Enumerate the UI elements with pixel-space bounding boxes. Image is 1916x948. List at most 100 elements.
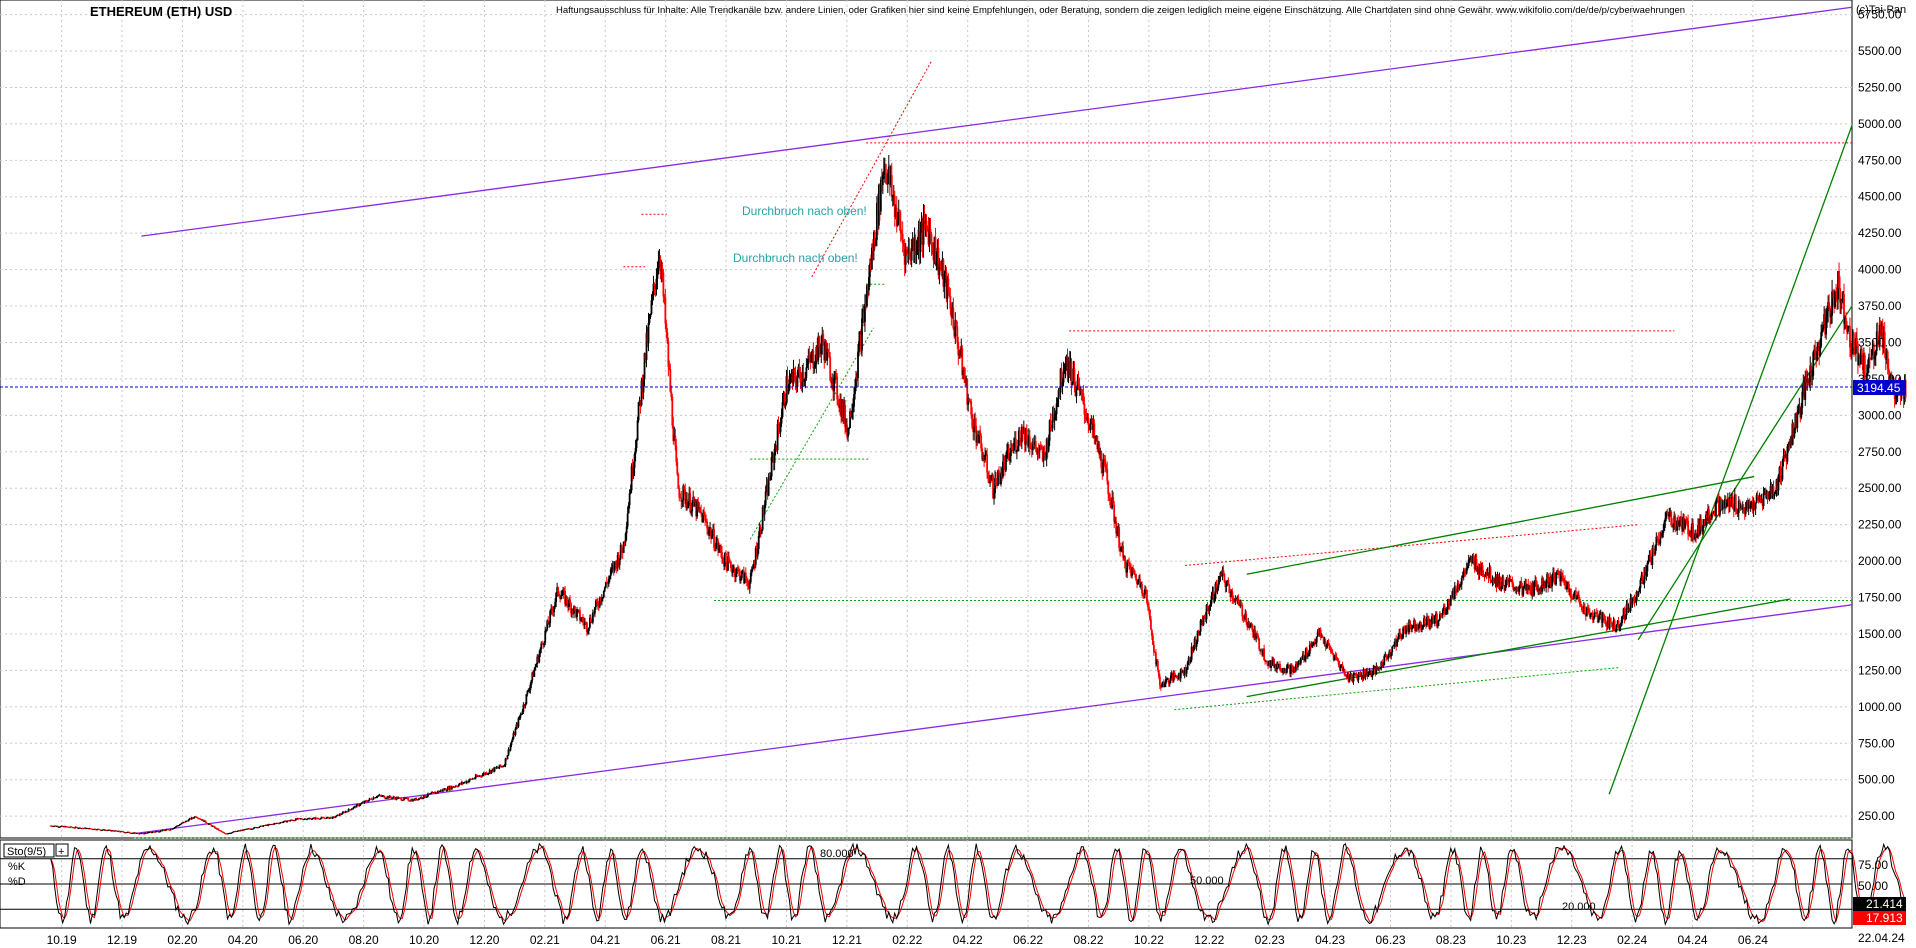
candle-body [997, 470, 999, 486]
candle-body [275, 823, 278, 825]
candle-body [944, 271, 947, 274]
candle-body [1860, 349, 1863, 356]
candle-body [515, 724, 518, 729]
candle-body [1749, 505, 1752, 509]
candle-body [752, 563, 755, 569]
candle-body [1504, 585, 1507, 591]
candle-body [902, 243, 905, 247]
candle-body [124, 832, 127, 834]
candle-body [1174, 675, 1177, 677]
candle-body [1548, 585, 1551, 588]
candle-body [635, 440, 638, 449]
candle-body [1076, 380, 1079, 390]
candle-body [534, 666, 537, 670]
candle-body [1273, 659, 1275, 668]
candle-body [1572, 598, 1574, 600]
candle-body [1823, 314, 1826, 329]
candle-body [1599, 612, 1602, 614]
candle-body [152, 831, 154, 833]
candle-body [342, 811, 345, 813]
candle-body [1609, 617, 1612, 623]
candle-body [1104, 459, 1107, 466]
candle-body [928, 228, 931, 245]
candle-body [341, 812, 344, 814]
candle-body [943, 273, 946, 287]
candle-body [1344, 675, 1347, 677]
candle-body [295, 818, 297, 821]
candle-body [154, 831, 156, 833]
k-value-badge [1853, 897, 1906, 911]
candle-body [922, 215, 925, 245]
candle-body [851, 410, 853, 418]
candle-body [703, 512, 706, 516]
y-tick-label: 5250.00 [1858, 80, 1902, 94]
candle-body [1202, 617, 1205, 625]
candle-body [784, 403, 787, 406]
candle-body [410, 799, 413, 801]
expand-button[interactable] [55, 843, 69, 857]
candle-body [1046, 439, 1049, 452]
candle-body [1154, 652, 1157, 665]
candle-body [1815, 356, 1818, 361]
candle-body [1462, 570, 1465, 576]
candle-body [347, 808, 350, 812]
candle-body [803, 379, 806, 383]
candle-body [966, 378, 969, 405]
candle-body [189, 818, 192, 820]
candle-body [1007, 447, 1009, 451]
candle-body [1590, 612, 1593, 615]
candle-body [1510, 579, 1513, 581]
candle-body [1766, 492, 1769, 497]
candle-body [159, 831, 161, 833]
candle-body [375, 796, 378, 798]
candle-body [1157, 670, 1160, 677]
candle-body [542, 643, 545, 646]
y-tick-label: 3000.00 [1858, 408, 1902, 422]
candle-body [1133, 569, 1135, 574]
candle-body [60, 825, 63, 827]
candle-body [634, 448, 637, 455]
candle-body [444, 788, 446, 791]
candle-body [919, 231, 922, 252]
stochastic-label-box [3, 843, 55, 858]
candle-body [769, 476, 772, 480]
candle-body [1836, 292, 1838, 300]
candle-body [662, 272, 665, 297]
candle-body [1192, 646, 1195, 652]
candle-body [1866, 367, 1869, 374]
candle-body [514, 728, 517, 735]
candle-body [1461, 575, 1464, 579]
candle-body [1068, 358, 1071, 376]
candle-body [136, 832, 139, 834]
candle-body [54, 825, 57, 827]
candle-body [414, 798, 417, 801]
candle-body [1720, 498, 1723, 510]
candle-body [1149, 609, 1151, 620]
candle-body [557, 587, 560, 594]
candle-body [1608, 617, 1611, 629]
candle-body [921, 222, 924, 245]
candle-body [818, 336, 821, 348]
candle-body [1313, 641, 1316, 643]
candle-body [250, 828, 253, 830]
candle-body [1758, 497, 1761, 501]
candle-body [1555, 572, 1557, 585]
candle-body [224, 833, 227, 835]
candle-body [291, 819, 293, 821]
candle-body [153, 831, 155, 833]
candle-body [1229, 593, 1232, 598]
candle-body [948, 292, 951, 297]
candle-body [1663, 522, 1666, 531]
candle-body [1392, 645, 1395, 647]
candle-body [1189, 659, 1192, 662]
candle-body [1179, 669, 1182, 679]
candle-body [437, 790, 439, 793]
candle-body [235, 830, 238, 832]
candle-body [1023, 427, 1026, 445]
candle-body [418, 798, 421, 800]
candle-body [1582, 606, 1585, 613]
candle-body [1207, 608, 1210, 612]
candle-body [1251, 623, 1254, 630]
candle-body [1021, 426, 1024, 434]
candle-body [111, 830, 114, 832]
